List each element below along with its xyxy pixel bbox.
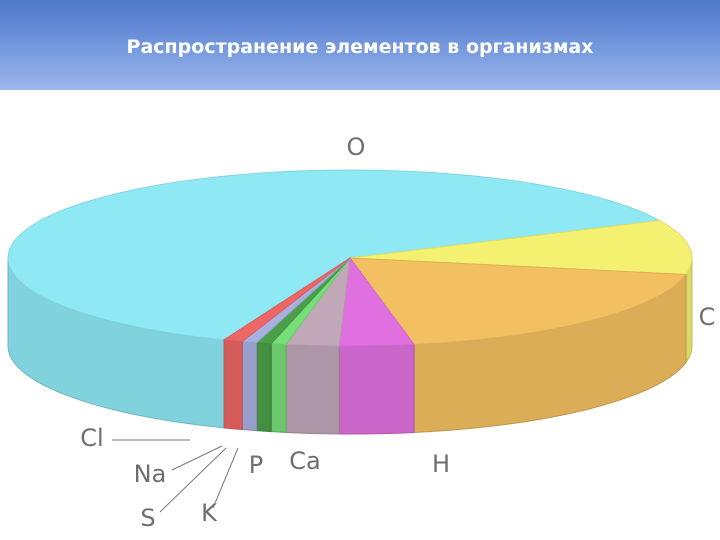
pie-side-p <box>285 343 340 435</box>
pie-slice-h <box>348 257 687 345</box>
leader-line-s <box>159 447 227 513</box>
pie-slice-o <box>7 169 662 341</box>
slice-label-ca: Ca <box>289 447 320 475</box>
pie-slice-cl <box>222 257 351 343</box>
slice-label-p: P <box>249 451 263 479</box>
slice-label-na: Na <box>134 460 167 488</box>
leader-line-k <box>212 447 239 509</box>
title-bar: Распространение элементов в организмах <box>0 0 720 90</box>
pie-side-ca <box>338 343 415 435</box>
pie-side-k <box>270 343 287 433</box>
pie-side-s <box>256 342 272 433</box>
slice-label-h: H <box>432 450 450 478</box>
pie-side-cl <box>223 339 243 431</box>
slice-label-cl: Cl <box>80 424 103 452</box>
slice-label-o: O <box>347 133 366 161</box>
pie-slice-c <box>349 220 693 276</box>
pie-chart-area: O C H Ca P K S Na Cl <box>0 90 720 540</box>
page-title: Распространение элементов в организмах <box>126 36 594 58</box>
pie-chart: O C H Ca P K S Na Cl <box>7 133 715 532</box>
pie-side-na <box>241 340 258 432</box>
slice-label-k: K <box>201 499 218 527</box>
pie-top-group <box>7 169 693 347</box>
slice-label-s: S <box>140 504 155 532</box>
leader-line-na <box>171 445 223 471</box>
pie-side-group <box>7 257 693 435</box>
pie-label-group: O C H Ca P K S Na Cl <box>80 133 715 532</box>
slice-label-c: C <box>699 303 716 331</box>
